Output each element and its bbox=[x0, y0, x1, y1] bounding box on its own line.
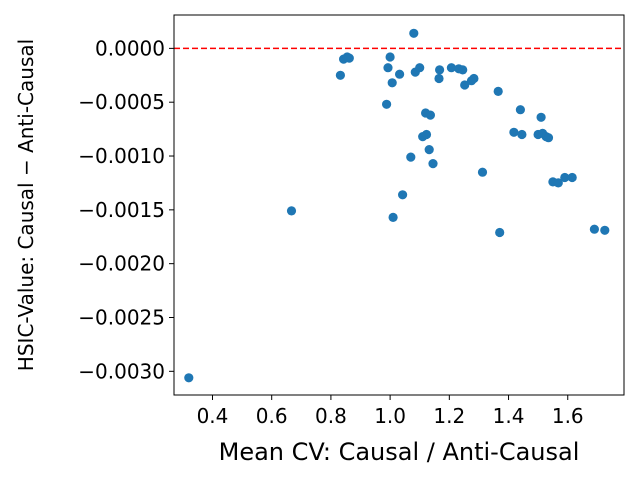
x-tick-label: 1.6 bbox=[552, 404, 584, 428]
data-point bbox=[435, 65, 445, 75]
y-tick-label: 0.0000 bbox=[95, 36, 165, 60]
data-point bbox=[184, 373, 194, 383]
data-point bbox=[434, 73, 444, 84]
data-point bbox=[589, 224, 600, 234]
data-point bbox=[424, 145, 434, 155]
x-tick-label: 1.2 bbox=[433, 404, 465, 428]
axes-frame bbox=[173, 14, 625, 396]
y-tick-label: −0.0020 bbox=[78, 252, 165, 276]
data-point bbox=[493, 86, 503, 96]
data-point bbox=[406, 152, 416, 162]
data-point bbox=[567, 172, 577, 183]
data-point bbox=[477, 167, 488, 177]
data-point bbox=[446, 63, 456, 73]
data-point bbox=[536, 112, 546, 122]
data-point bbox=[409, 28, 419, 38]
data-point bbox=[398, 190, 408, 200]
y-tick-label: −0.0005 bbox=[78, 90, 165, 114]
data-point bbox=[415, 63, 425, 73]
data-point bbox=[600, 225, 610, 235]
data-point bbox=[395, 69, 405, 79]
x-tick-label: 1.0 bbox=[374, 404, 406, 428]
data-point bbox=[560, 172, 570, 183]
plot-area bbox=[173, 14, 625, 396]
data-point bbox=[425, 110, 435, 120]
data-point bbox=[543, 133, 554, 143]
x-axis-ticks: 0.4 0.6 0.8 1.0 1.2 1.4 1.6 bbox=[197, 395, 584, 428]
data-point bbox=[469, 73, 479, 84]
x-tick-label: 0.6 bbox=[256, 404, 288, 428]
data-point bbox=[382, 99, 392, 109]
data-points bbox=[184, 28, 610, 383]
data-point bbox=[388, 212, 398, 222]
data-point bbox=[553, 178, 563, 188]
data-point bbox=[383, 63, 393, 73]
data-point bbox=[387, 78, 397, 88]
y-tick-label: −0.0010 bbox=[78, 144, 165, 168]
x-tick-label: 1.4 bbox=[493, 404, 525, 428]
data-point bbox=[517, 129, 527, 140]
x-axis-label: Mean CV: Causal / Anti-Causal bbox=[219, 438, 580, 466]
data-point bbox=[385, 52, 395, 62]
data-point bbox=[495, 227, 505, 238]
data-point bbox=[515, 105, 526, 115]
data-point bbox=[428, 159, 438, 169]
data-point bbox=[458, 65, 468, 75]
y-tick-label: −0.0025 bbox=[78, 305, 165, 329]
data-point bbox=[460, 80, 470, 90]
data-point bbox=[509, 127, 519, 137]
data-point bbox=[286, 206, 297, 216]
data-point bbox=[421, 129, 432, 140]
y-axis-ticks: 0.0000 −0.0005 −0.0010 −0.0015 −0.0020 −0.002… bbox=[78, 36, 174, 383]
x-tick-label: 0.4 bbox=[197, 404, 229, 428]
y-tick-label: −0.0030 bbox=[78, 359, 165, 383]
x-tick-label: 0.8 bbox=[315, 404, 347, 428]
data-point bbox=[335, 70, 345, 80]
y-tick-label: −0.0015 bbox=[78, 198, 165, 222]
data-point bbox=[344, 53, 354, 63]
y-axis-label: HSIC-Value: Causal − Anti-Causal bbox=[14, 39, 38, 371]
